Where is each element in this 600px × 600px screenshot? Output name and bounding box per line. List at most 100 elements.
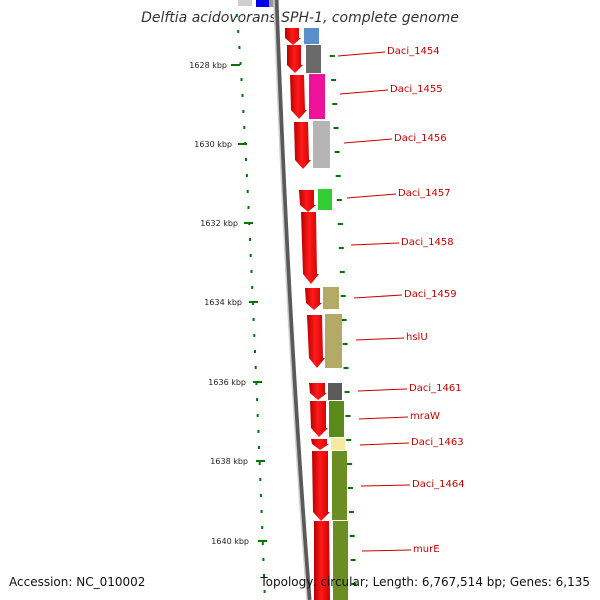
scale-dot [251, 286, 254, 289]
scale-dash [334, 151, 340, 153]
scale-dash [336, 199, 342, 201]
scale-dot [262, 558, 265, 561]
scale-dash [349, 535, 355, 537]
scale-dash [342, 343, 348, 345]
scale-dot [237, 30, 240, 33]
accession-text: Accession: NC_010002 [9, 575, 146, 589]
gene-label: Daci_1459 [404, 289, 457, 300]
gene-block-daci-1459 [323, 287, 339, 309]
scale-dash [351, 583, 357, 585]
label-leader [353, 294, 403, 299]
scale-dash [333, 127, 339, 129]
scale-dot [247, 206, 250, 209]
gene-block-daci-1461 [328, 383, 342, 400]
gene-label: Daci_1455 [390, 84, 443, 95]
gene-block-hslu [325, 314, 342, 368]
scale-dash [341, 319, 347, 321]
scale-dot [238, 46, 241, 49]
strand-arrow [294, 122, 311, 169]
gene-block-daci-1455 [309, 74, 325, 119]
strand-arrow [301, 212, 319, 284]
tick-label: 1640 kbp [211, 537, 249, 546]
gene-block-daci-1464 [332, 451, 347, 520]
scale-dot [258, 446, 260, 449]
scale-dash [348, 487, 353, 489]
scale-dot [255, 382, 258, 385]
partial-dark-block [269, 0, 274, 7]
label-leader [358, 416, 409, 420]
strand-arrow [314, 521, 330, 600]
scale-dot [259, 494, 262, 497]
tick-label: 1630 kbp [194, 140, 232, 149]
scale-dot [241, 94, 244, 97]
scale-dot [254, 366, 257, 369]
scale-dot [251, 302, 254, 305]
scale-dot [257, 430, 260, 433]
scale-dash [332, 103, 338, 105]
gene-labels: Daci_1454 Daci_1455 Daci_1456 Daci_1457 … [337, 46, 465, 555]
genome-backbone [273, 0, 312, 600]
strand-arrow [310, 401, 328, 437]
scale-dot [263, 574, 265, 577]
label-leader [337, 51, 386, 57]
scale-dash [345, 415, 351, 417]
scale-dot [240, 78, 243, 81]
partial-blue-block [256, 0, 269, 7]
gene-block-daci-1463 [331, 438, 345, 450]
scale-dot [252, 318, 255, 321]
scale-dot [242, 110, 245, 113]
scale-dot [256, 414, 259, 417]
gene-block-mraw [329, 401, 344, 437]
scale-dash [340, 295, 346, 297]
strand-arrow [309, 383, 327, 400]
scale-dot [261, 542, 264, 545]
gene-block-mure [333, 521, 348, 600]
scale-dot [239, 62, 242, 65]
scale-dash [347, 463, 353, 465]
right-scale-dashes [329, 55, 357, 585]
gene-label: mraW [410, 411, 440, 422]
partial-gray-block [238, 0, 252, 6]
label-leader [350, 242, 400, 246]
gene-label: Daci_1457 [398, 188, 451, 199]
scale-dot [250, 270, 253, 273]
tick-label: 1632 kbp [200, 219, 238, 228]
scale-dash [337, 223, 343, 225]
gene-block-daci-1456 [313, 121, 330, 168]
scale-dot [249, 238, 251, 241]
scale-dot [243, 126, 246, 129]
scale-dot [245, 174, 248, 177]
strand-arrow [285, 28, 301, 45]
label-leader [355, 337, 405, 341]
scale-dash [339, 271, 345, 273]
label-leader [343, 138, 393, 144]
tick-label: 1634 kbp [204, 298, 242, 307]
strand-arrow [312, 451, 330, 521]
scale-dash [350, 559, 356, 561]
scale-dot [253, 334, 256, 337]
gene-label: Daci_1461 [409, 383, 462, 394]
scale-dot [260, 510, 263, 513]
scale-dash [346, 439, 352, 441]
label-leader [359, 442, 410, 446]
scale-dot [261, 526, 264, 529]
tick-label: 1636 kbp [208, 378, 246, 387]
label-leader [339, 89, 389, 95]
scale-dot [249, 254, 252, 257]
strand-arrow [287, 45, 303, 73]
gene-label: Daci_1464 [412, 479, 465, 490]
scale-dash [335, 175, 341, 177]
label-leader [346, 193, 397, 199]
gene-label: Daci_1463 [411, 437, 464, 448]
label-leader [357, 388, 408, 392]
genome-backbone-highlight [273, 0, 308, 600]
gene-label: Daci_1458 [401, 237, 454, 248]
strand-arrow [290, 75, 307, 119]
label-leader [360, 484, 411, 487]
scale-dash [348, 511, 354, 513]
strand-arrow [311, 439, 329, 450]
scale-dash [344, 391, 350, 393]
scale-dot [256, 398, 259, 401]
